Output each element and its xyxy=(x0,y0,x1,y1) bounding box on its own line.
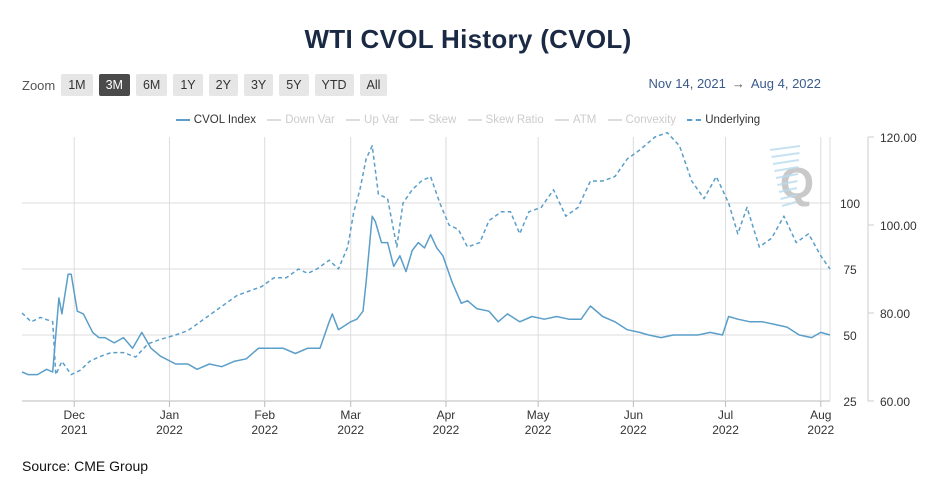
zoom-2y-button[interactable]: 2Y xyxy=(208,74,238,96)
y-right-tick-label: 120.00 xyxy=(880,131,917,145)
zoom-label: Zoom xyxy=(22,77,56,93)
legend-item-convexity[interactable]: Convexity xyxy=(607,114,677,126)
zoom-3m-button[interactable]: 3M xyxy=(98,74,130,96)
zoom-5y-button[interactable]: 5Y xyxy=(279,74,309,96)
x-tick-year: 2022 xyxy=(251,423,278,437)
logo-stripe xyxy=(781,201,797,207)
x-tick-month: Feb xyxy=(254,408,275,422)
x-tick-month: Mar xyxy=(340,408,361,422)
y-left-tick-label: 75 xyxy=(843,263,857,277)
logo-stripe xyxy=(771,152,800,158)
legend-swatch xyxy=(346,119,361,121)
logo-stripe xyxy=(780,194,797,200)
y-left-tick-label: 50 xyxy=(843,329,857,343)
legend-swatch xyxy=(267,119,282,121)
zoom-1m-button[interactable]: 1M xyxy=(61,74,93,96)
y-left-tick-label: 25 xyxy=(843,395,857,409)
legend-item-atm[interactable]: ATM xyxy=(554,114,597,126)
x-tick-year: 2022 xyxy=(712,423,739,437)
zoom-all-button[interactable]: All xyxy=(359,74,388,96)
x-tick-year: 2022 xyxy=(620,423,647,437)
legend-item-skew-ratio[interactable]: Skew Ratio xyxy=(467,114,544,126)
zoom-3y-button[interactable]: 3Y xyxy=(243,74,274,96)
y-left-tick-label: 100 xyxy=(840,197,860,211)
y-right-tick-label: 80.00 xyxy=(880,307,910,321)
y-right-tick-label: 100.00 xyxy=(880,219,917,233)
legend-swatch xyxy=(410,119,425,121)
y-right-tick-label: 60.00 xyxy=(880,395,910,409)
chart-title: WTI CVOL History (CVOL) xyxy=(304,24,632,54)
x-tick-month: Jun xyxy=(624,408,643,422)
logo-stripe xyxy=(772,159,800,165)
legend-label: Down Var xyxy=(285,114,335,126)
x-tick-year: 2022 xyxy=(156,423,183,437)
legend-swatch xyxy=(467,119,482,121)
logo-stripe xyxy=(778,187,798,193)
legend-swatch xyxy=(687,119,702,121)
zoom-1y-button[interactable]: 1Y xyxy=(173,74,203,96)
legend-item-down-var[interactable]: Down Var xyxy=(267,114,335,126)
x-tick-year: 2021 xyxy=(61,423,88,437)
legend-item-up-var[interactable]: Up Var xyxy=(346,114,399,126)
x-tick-year: 2022 xyxy=(525,423,552,437)
date-range: Nov 14, 2021 → Aug 4, 2022 xyxy=(649,76,821,91)
legend-label: Skew Ratio xyxy=(485,114,544,126)
x-tick-month: Jan xyxy=(160,408,179,422)
range-to[interactable]: Aug 4, 2022 xyxy=(750,76,821,91)
source-note: Source: CME Group xyxy=(22,458,149,474)
logo-stripe xyxy=(777,180,798,186)
legend-swatch xyxy=(607,119,622,121)
chart-series xyxy=(21,131,831,376)
legend-item-underlying[interactable]: Underlying xyxy=(687,114,760,126)
logo-stripe xyxy=(775,173,799,179)
range-arrow: → xyxy=(731,76,745,91)
legend-label: Skew xyxy=(428,114,457,126)
x-tick-month: Dec xyxy=(64,408,85,422)
legend-label: ATM xyxy=(572,114,597,126)
x-tick-month: Jul xyxy=(718,408,733,422)
legend-item-skew[interactable]: Skew xyxy=(410,114,456,126)
logo-stripe xyxy=(774,166,799,172)
zoom-controls: Zoom 1M 3M 6M 1Y 2Y 3Y 5Y YTD All xyxy=(22,74,393,96)
legend-label: Up Var xyxy=(364,114,399,126)
x-tick-month: May xyxy=(527,408,550,422)
range-from[interactable]: Nov 14, 2021 xyxy=(648,76,726,91)
legend-item-cvol-index[interactable]: CVOL Index xyxy=(175,114,256,126)
x-tick-year: 2022 xyxy=(807,423,834,437)
legend-label: Convexity xyxy=(625,114,677,126)
logo-stripe xyxy=(769,145,801,151)
cme-q-logo: Q xyxy=(769,145,814,208)
legend-label: CVOL Index xyxy=(193,114,256,126)
x-tick-year: 2022 xyxy=(337,423,364,437)
zoom-6m-button[interactable]: 6M xyxy=(135,74,168,96)
cvol-index-series-line xyxy=(21,215,831,376)
x-tick-month: Apr xyxy=(437,408,456,422)
underlying-series-line xyxy=(21,131,831,376)
zoom-ytd-button[interactable]: YTD xyxy=(314,74,354,96)
legend-label: Underlying xyxy=(705,114,761,126)
x-tick-year: 2022 xyxy=(433,423,460,437)
legend-swatch xyxy=(554,119,569,121)
legend-swatch xyxy=(175,119,190,121)
x-tick-month: Aug xyxy=(810,408,831,422)
chart-legend: CVOL Index Down Var Up Var Skew Skew Rat… xyxy=(0,112,936,126)
